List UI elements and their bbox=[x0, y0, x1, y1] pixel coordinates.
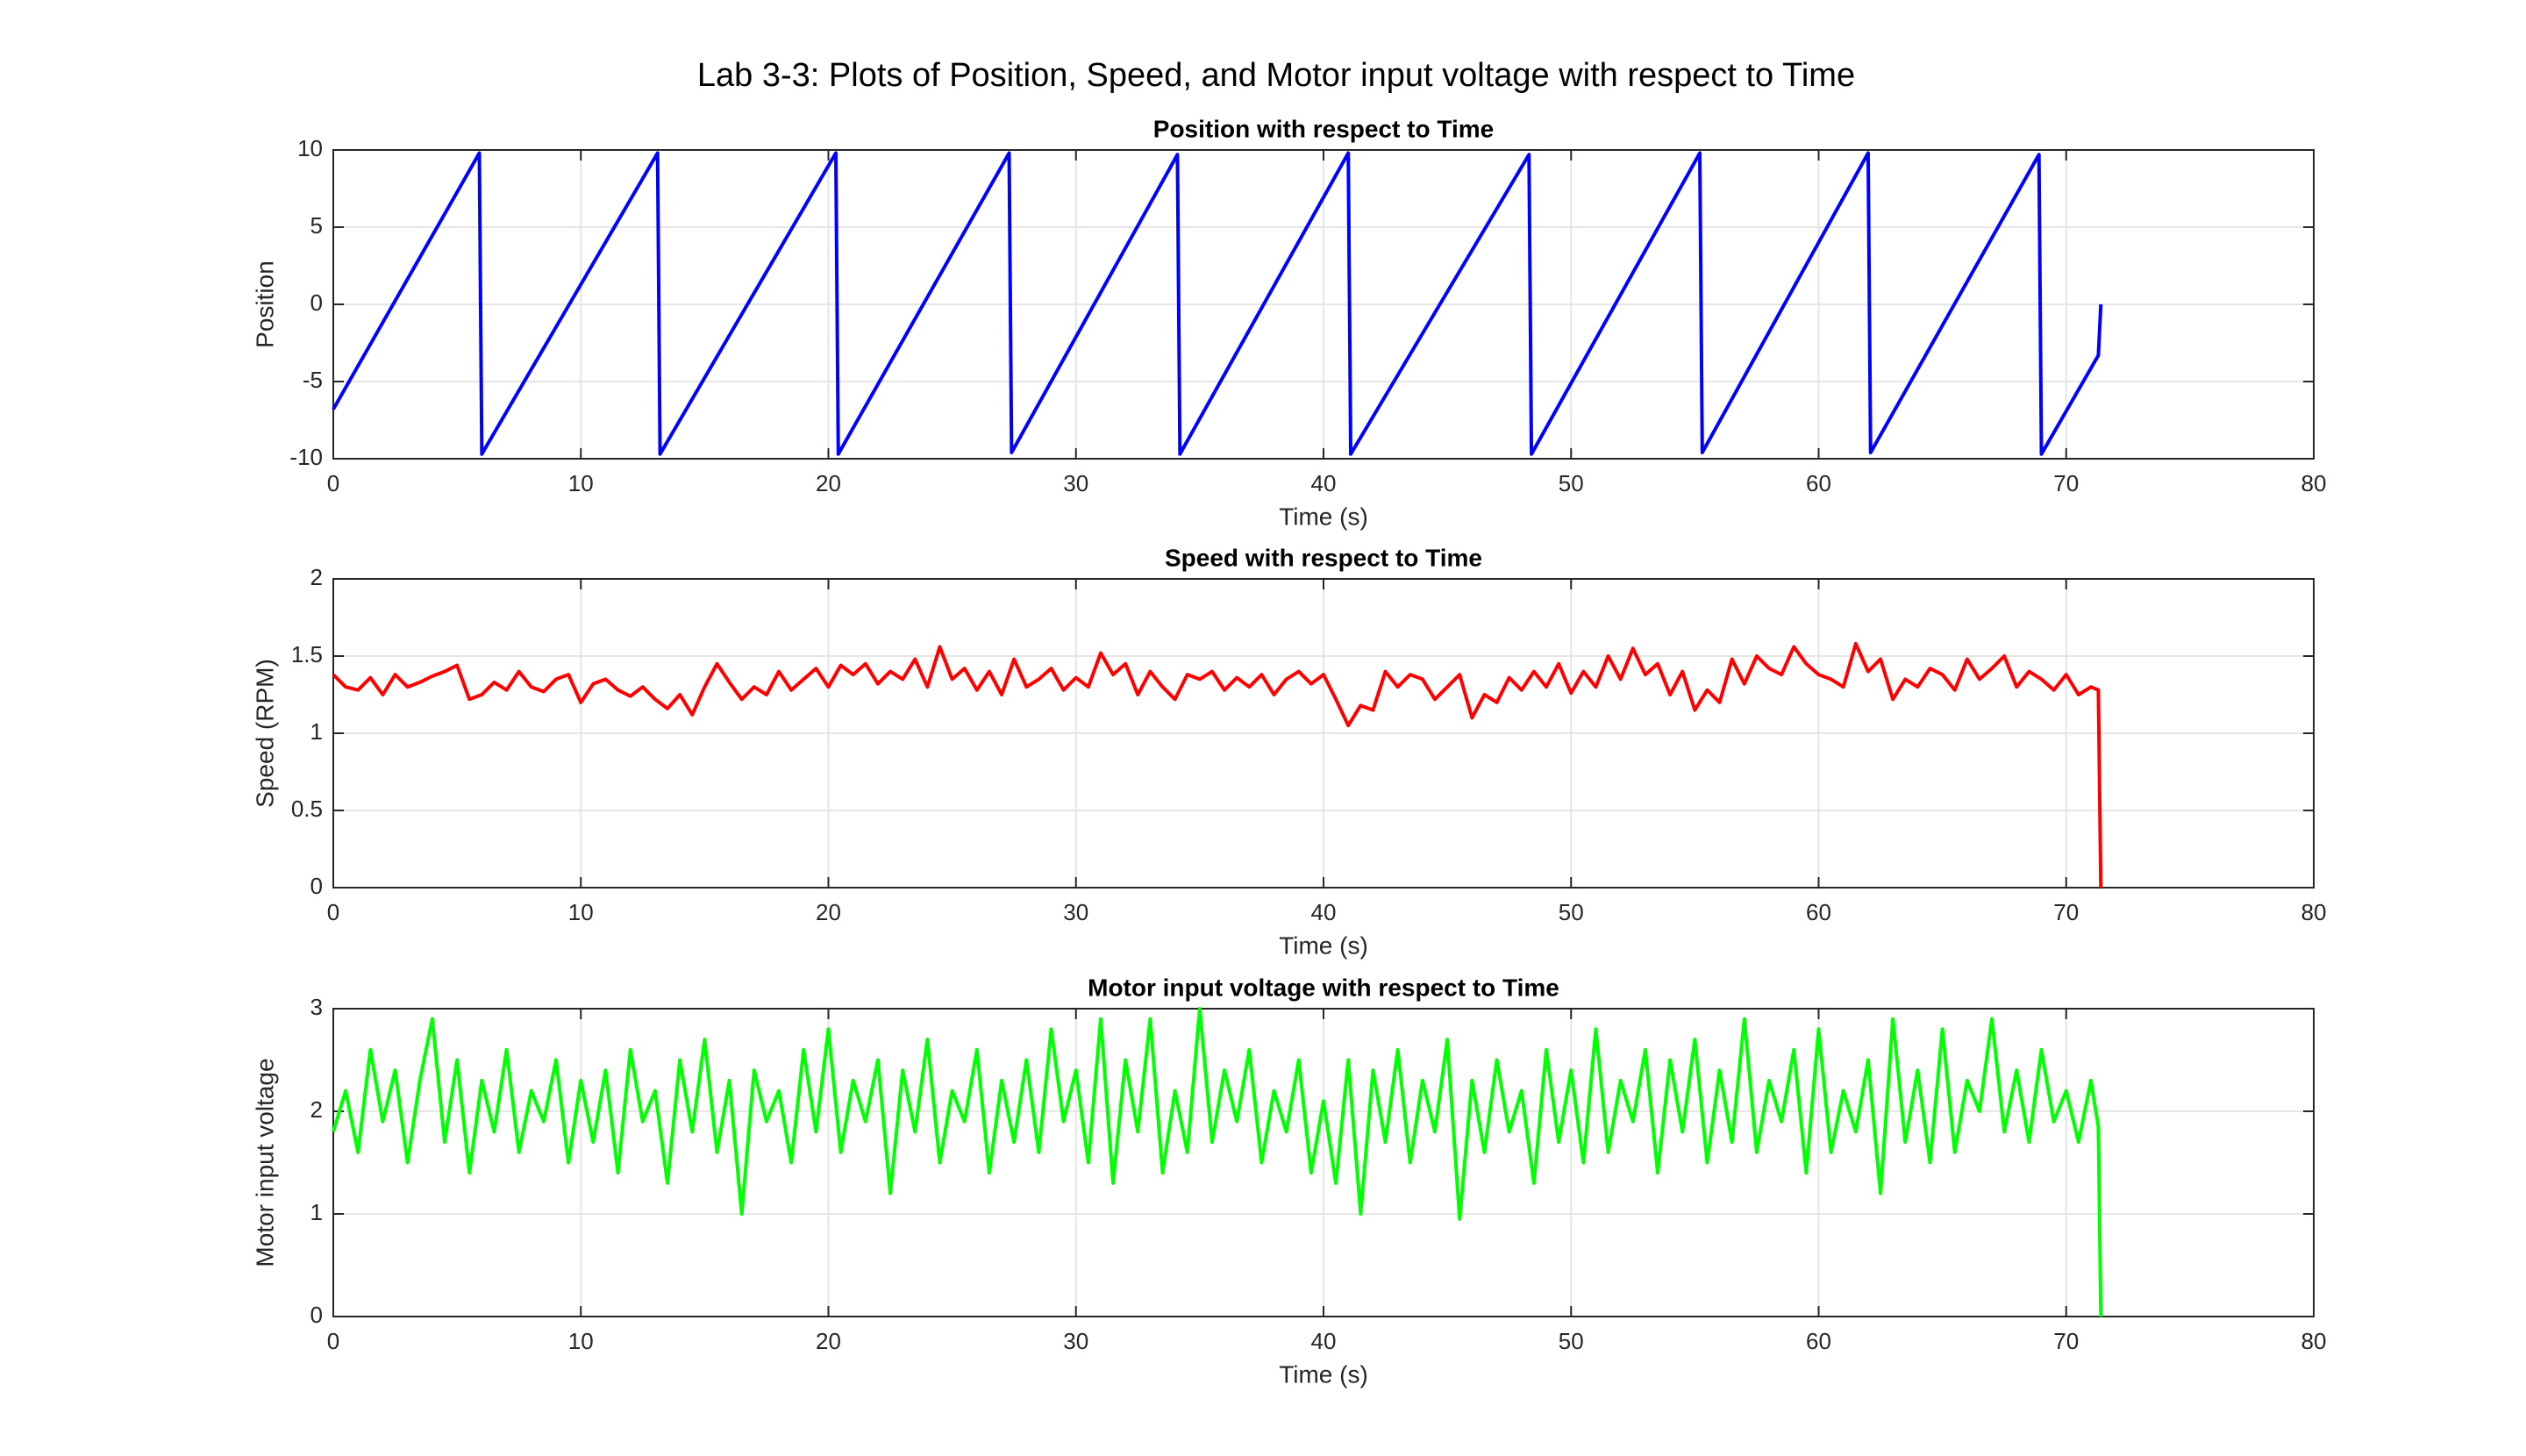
x-tick-label: 10 bbox=[568, 470, 594, 496]
x-tick-label: 50 bbox=[1559, 899, 1584, 925]
data-line bbox=[332, 641, 2103, 889]
y-tick-label: 0 bbox=[310, 289, 323, 316]
data-line bbox=[332, 1007, 2103, 1317]
x-tick-label: 80 bbox=[2301, 470, 2327, 496]
axes-box bbox=[332, 1008, 2315, 1317]
x-tick-label: 10 bbox=[568, 899, 594, 925]
x-tick-label: 80 bbox=[2301, 1328, 2327, 1354]
x-tick-label: 20 bbox=[816, 470, 841, 496]
x-tick-label: 20 bbox=[816, 899, 841, 925]
x-tick-label: 0 bbox=[327, 470, 339, 496]
x-tick-label: 0 bbox=[327, 1328, 339, 1354]
x-tick-label: 60 bbox=[1806, 470, 1831, 496]
y-tick-label: 2 bbox=[310, 1096, 323, 1123]
x-axis-label: Time (s) bbox=[1279, 931, 1368, 959]
data-line bbox=[332, 151, 2103, 456]
x-tick-label: 60 bbox=[1806, 899, 1831, 925]
y-axis-label: Motor input voltage bbox=[251, 1058, 278, 1267]
axes-box bbox=[332, 578, 2315, 889]
axes-title: Motor input voltage with respect to Time bbox=[1088, 974, 1559, 1001]
x-tick-label: 70 bbox=[2053, 470, 2079, 496]
y-axis-label: Position bbox=[251, 261, 278, 348]
figure-title: Lab 3-3: Plots of Position, Speed, and M… bbox=[697, 57, 1855, 94]
axes-box bbox=[332, 149, 2315, 460]
x-tick-label: 40 bbox=[1311, 899, 1337, 925]
y-tick-label: 10 bbox=[297, 135, 323, 161]
y-tick-label: 0 bbox=[310, 873, 323, 899]
y-tick-label: 5 bbox=[310, 212, 323, 239]
x-tick-label: 80 bbox=[2301, 899, 2327, 925]
y-tick-label: 0.5 bbox=[291, 796, 323, 822]
y-tick-label: -10 bbox=[289, 444, 323, 470]
x-tick-label: 50 bbox=[1559, 470, 1584, 496]
x-axis-label: Time (s) bbox=[1279, 1360, 1368, 1388]
x-tick-label: 70 bbox=[2053, 1328, 2079, 1354]
x-tick-label: 50 bbox=[1559, 1328, 1584, 1354]
y-tick-label: 1.5 bbox=[291, 641, 323, 667]
y-axis-label: Speed (RPM) bbox=[251, 659, 278, 808]
x-tick-label: 0 bbox=[327, 899, 339, 925]
x-tick-label: 40 bbox=[1311, 470, 1337, 496]
y-tick-label: 3 bbox=[310, 994, 323, 1020]
axes-title: Position with respect to Time bbox=[1153, 115, 1494, 142]
y-tick-label: 1 bbox=[310, 1199, 323, 1225]
x-tick-label: 30 bbox=[1063, 899, 1088, 925]
y-tick-label: 2 bbox=[310, 564, 323, 590]
y-tick-label: 0 bbox=[310, 1302, 323, 1328]
y-tick-label: 1 bbox=[310, 718, 323, 745]
x-tick-label: 60 bbox=[1806, 1328, 1831, 1354]
x-tick-label: 20 bbox=[816, 1328, 841, 1354]
x-tick-label: 70 bbox=[2053, 899, 2079, 925]
x-tick-label: 30 bbox=[1063, 1328, 1088, 1354]
x-axis-label: Time (s) bbox=[1279, 503, 1368, 530]
x-tick-label: 10 bbox=[568, 1328, 594, 1354]
y-tick-label: -5 bbox=[303, 367, 323, 393]
x-tick-label: 40 bbox=[1311, 1328, 1337, 1354]
axes-title: Speed with respect to Time bbox=[1165, 544, 1482, 571]
x-tick-label: 30 bbox=[1063, 470, 1088, 496]
